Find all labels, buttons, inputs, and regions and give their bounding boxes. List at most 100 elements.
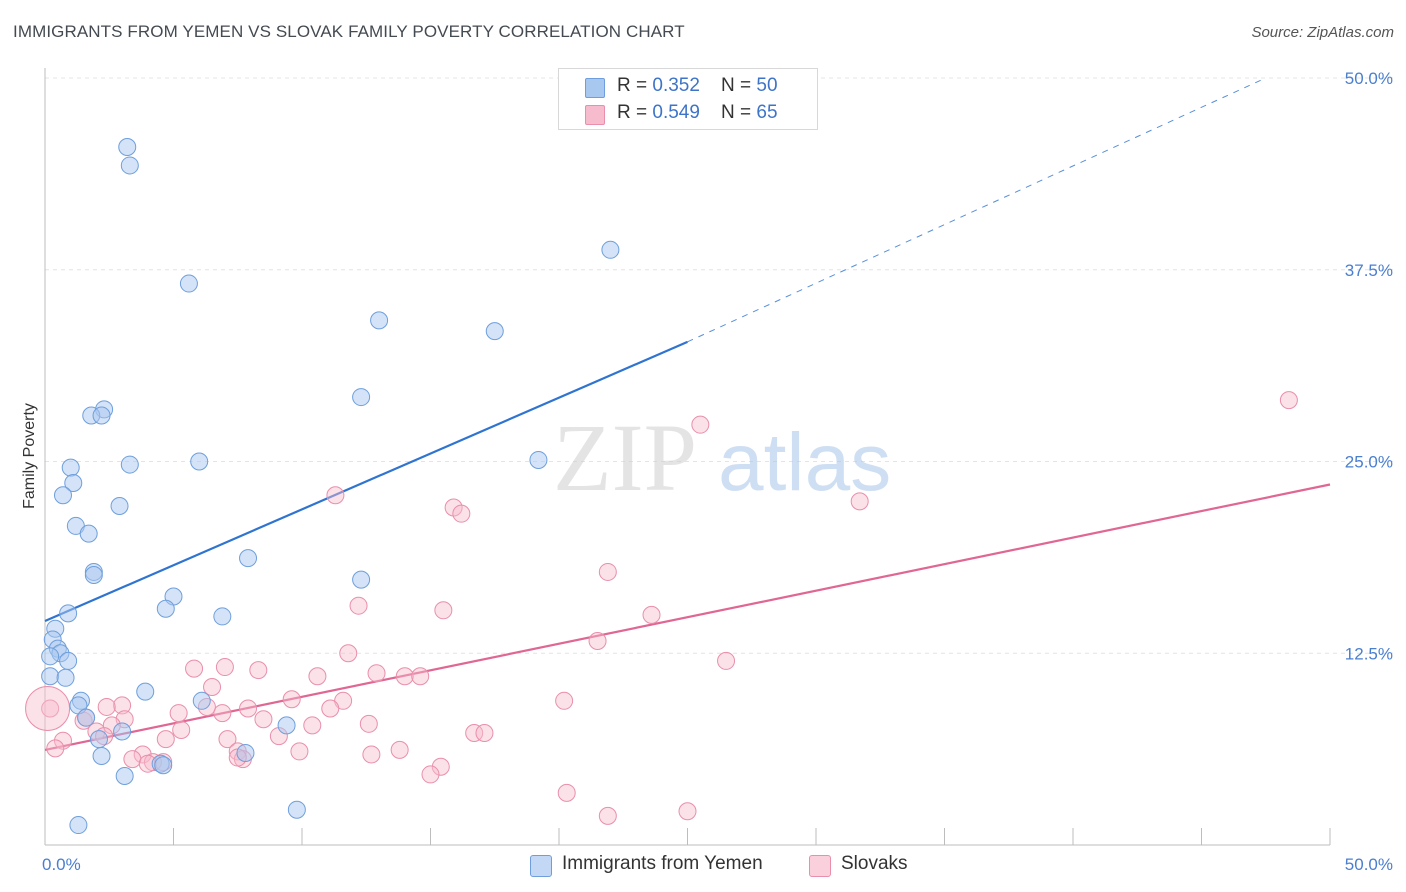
y-tick-label: 25.0% [1345, 453, 1393, 472]
data-point-slovaks [156, 730, 175, 749]
data-point-yemen [61, 458, 80, 477]
data-point-slovaks [308, 667, 327, 686]
data-point-slovaks [678, 802, 697, 821]
data-point-slovaks [598, 806, 617, 825]
watermark-zip: ZIP [553, 404, 697, 511]
data-point-slovaks [339, 644, 358, 663]
data-point-yemen [352, 388, 371, 407]
data-point-slovaks [555, 691, 574, 710]
legend-swatch-pink [585, 105, 605, 125]
data-point-yemen [213, 607, 232, 626]
data-point-slovaks [97, 697, 116, 716]
data-point-slovaks [303, 716, 322, 735]
data-point-slovaks [431, 757, 450, 776]
data-point-yemen [113, 722, 132, 741]
data-point-yemen [236, 743, 255, 762]
data-point-yemen [190, 452, 209, 471]
source-label: Source: ZipAtlas.com [1251, 24, 1394, 41]
data-point-slovaks [215, 658, 234, 677]
trend-lines [44, 77, 1331, 751]
data-point-slovaks [557, 783, 576, 802]
data-point-yemen [118, 138, 137, 157]
legend-r-label: R = [617, 75, 653, 96]
data-point-yemen [79, 524, 98, 543]
data-point-yemen [136, 682, 155, 701]
data-point-yemen [110, 496, 129, 515]
data-point-yemen [277, 716, 296, 735]
legend-n-value: 50 [756, 75, 778, 96]
legend-swatch-blue [585, 78, 605, 98]
legend-label-slovaks: Slovaks [841, 853, 908, 874]
data-point-slovaks [367, 664, 386, 683]
data-point-yemen [59, 651, 78, 670]
data-point-slovaks [411, 667, 430, 686]
data-point-slovaks [203, 677, 222, 696]
data-point-yemen [120, 455, 139, 474]
data-point-yemen [154, 756, 173, 775]
data-point-slovaks [1279, 391, 1298, 410]
data-point-yemen [120, 156, 139, 175]
data-point-yemen [156, 599, 175, 618]
data-point-slovaks [717, 651, 736, 670]
data-point-slovaks [218, 730, 237, 749]
data-point-yemen [41, 647, 60, 666]
data-point-slovaks [133, 745, 152, 764]
data-point-yemen [56, 668, 75, 687]
data-point-yemen [239, 549, 258, 568]
data-point-yemen [529, 450, 548, 469]
series-yemen-points [41, 138, 620, 835]
data-point-slovaks [465, 724, 484, 743]
data-point-yemen [59, 604, 78, 623]
data-point-yemen [287, 800, 306, 819]
data-point-slovaks [172, 720, 191, 739]
legend-swatch-pink [809, 855, 831, 877]
legend-label-yemen: Immigrants from Yemen [562, 853, 763, 874]
data-point-yemen [601, 240, 620, 259]
trend-line-slovaks [44, 483, 1331, 751]
data-point-slovaks [185, 659, 204, 678]
stats-legend: R = 0.352 N = 50 R = 0.549 N = 65 [558, 68, 818, 130]
y-tick-label: 12.5% [1345, 644, 1393, 663]
data-point-slovaks [421, 765, 440, 784]
legend-r-label: R = [617, 102, 653, 123]
series-legend: Immigrants from Yemen Slovaks [0, 852, 1406, 878]
data-point-slovaks [113, 696, 132, 715]
data-point-slovaks [239, 699, 258, 718]
legend-n-label: N = [721, 102, 757, 123]
data-point-slovaks [290, 742, 309, 761]
data-point-slovaks [326, 486, 345, 505]
data-point-slovaks [254, 710, 273, 729]
data-point-slovaks [362, 745, 381, 764]
data-point-yemen [89, 730, 108, 749]
y-axis-label: Family Poverty [21, 403, 38, 509]
data-point-yemen [115, 766, 134, 785]
data-point-slovaks [395, 667, 414, 686]
data-point-slovaks [598, 562, 617, 581]
x-tick-label: 0.0% [42, 855, 81, 874]
data-point-slovaks [349, 596, 368, 615]
data-point-yemen [64, 473, 83, 492]
data-point-slovaks [390, 740, 409, 759]
legend-n-label: N = [721, 75, 757, 96]
data-point-slovaks [359, 714, 378, 733]
data-point-yemen [41, 667, 60, 686]
data-point-slovaks [452, 504, 471, 523]
legend-swatch-blue [530, 855, 552, 877]
data-point-slovaks [282, 690, 301, 709]
data-point-yemen [370, 311, 389, 330]
data-point-slovaks [434, 601, 453, 620]
legend-r-value: 0.549 [652, 102, 700, 123]
data-point-slovaks [169, 704, 188, 723]
data-point-yemen [179, 274, 198, 293]
data-point-slovaks [53, 731, 72, 750]
data-point-slovaks [850, 492, 869, 511]
tick-labels: 12.5% 25.0% 37.5% 50.0% 0.0% 50.0% [42, 69, 1393, 874]
legend-r-value: 0.352 [652, 75, 700, 96]
data-point-yemen [92, 406, 111, 425]
data-point-slovaks [475, 724, 494, 743]
data-point-yemen [92, 747, 111, 766]
data-point-slovaks [213, 704, 232, 723]
trend-line-yemen [44, 340, 688, 623]
data-point-slovaks [642, 605, 661, 624]
